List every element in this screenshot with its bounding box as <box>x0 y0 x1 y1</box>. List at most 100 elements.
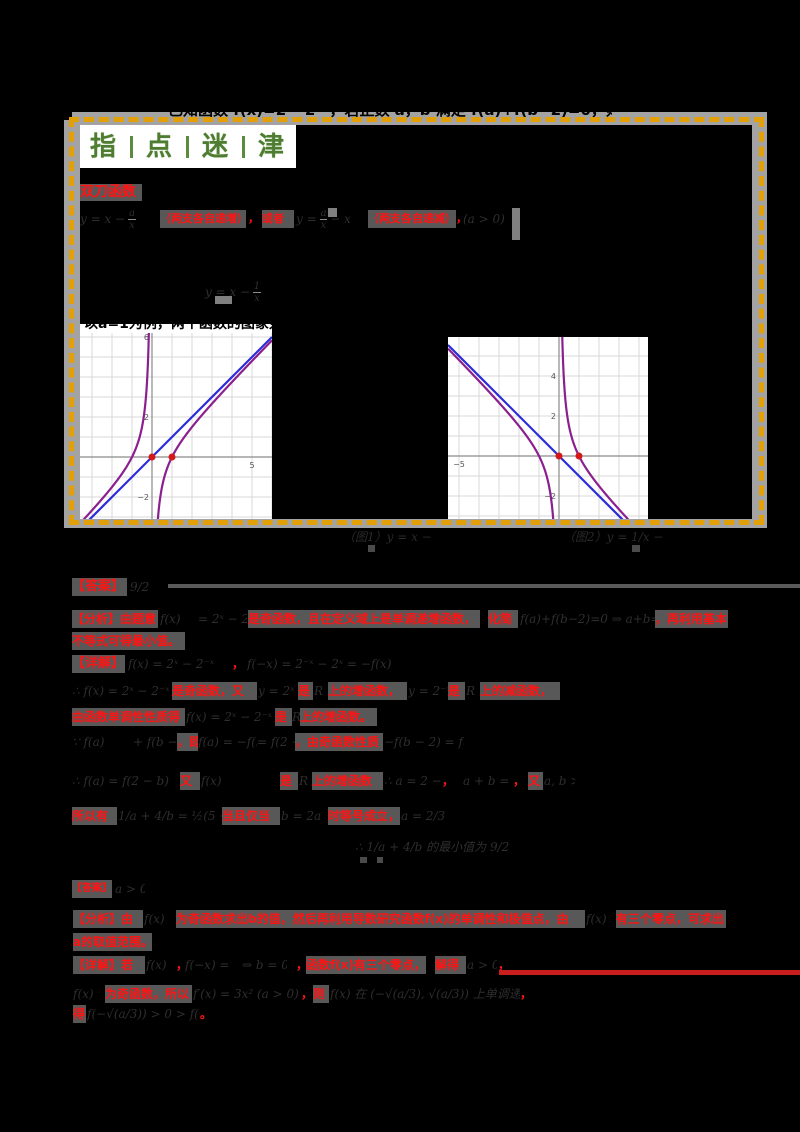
formula-text: f(−√(a/3)) > 0 > f(√(a/3)) <box>87 1007 200 1021</box>
intersection-point <box>555 452 563 460</box>
analysis-line: 【分析】由题意 f(x) = 2ˣ − 2⁻ˣ 是奇函数，且在定义域上是单调递增… <box>0 610 800 630</box>
frame-corner-notch <box>64 112 72 120</box>
detail-label: 【详解】 <box>72 655 125 673</box>
formula-text: f(x) = 2ˣ − 2⁻ˣ <box>186 710 273 724</box>
detail-line: 得 f(−√(a/3)) > 0 > f(√(a/3)) 。 <box>0 1005 800 1025</box>
highlight-text: 是 <box>280 772 298 790</box>
formula-text: f(x) <box>201 774 222 788</box>
analysis-label: 【分析】由 <box>73 910 143 928</box>
formula-text: = f(2 − b) <box>257 735 295 749</box>
plot-background <box>448 337 648 519</box>
figure-intro-text: 以a=1为例，两个函数的图象如下： <box>84 324 272 332</box>
formula-text: y = 2⁻ˣ <box>408 684 448 698</box>
separator-bar <box>241 135 245 158</box>
answer-value: a > 0 <box>115 882 145 896</box>
formula-text: R <box>466 684 476 698</box>
formula-text: f(a)+f(b−2)=0 ⇒ a+b=2 <box>520 612 655 626</box>
caption-shade <box>368 545 375 552</box>
highlight-text: 有三个零点，可求出 <box>616 910 726 928</box>
answer-rule <box>168 584 800 588</box>
formula-text: ∴ f(x) = 2ˣ − 2⁻ˣ <box>72 684 170 698</box>
highlight-text: 函数f(x)有三个零点， <box>306 956 426 974</box>
highlight-text: 或者 <box>262 210 294 228</box>
highlight-text: （两支各自递减） <box>368 210 456 228</box>
highlight-text: 为奇函数，所以 <box>105 985 192 1003</box>
punctuation: ， <box>520 987 533 1001</box>
definition-line: y = x − a x （两支各自递增） ， 或者 y = a x − x （两… <box>0 204 800 240</box>
note-formula: y = x − 1 x <box>205 272 261 312</box>
analysis-line: a的取值范围。 <box>0 933 800 953</box>
formula-text: y = x − <box>80 212 126 226</box>
highlight-text: 上的增函数， <box>328 682 407 700</box>
figure-2-plot: 42−2−5 <box>448 337 648 519</box>
curve-right-branch <box>561 337 630 519</box>
formula-shade <box>512 208 520 240</box>
cutoff-question-text: 已知函数 f(x)=2ˣ−2⁻ˣ，若正数 a，b 满足 f(a)+f(b−2)=… <box>168 102 612 119</box>
formula-text: f′(x) = 3x² − a <box>193 987 256 1001</box>
formula-shade <box>215 296 232 304</box>
term-label: 双刀函数 <box>80 184 142 201</box>
detail-line: 【详解】 f(x) = 2ˣ − 2⁻ˣ ， f(−x) = 2⁻ˣ − 2ˣ … <box>0 655 800 675</box>
x-tick-label: 5 <box>249 461 254 470</box>
y-tick-label: −2 <box>137 493 149 502</box>
formula-text: a + b = 2 <box>463 774 512 788</box>
highlight-text: 是 <box>448 682 465 700</box>
formula-text: f(x) <box>73 987 94 1001</box>
answer-value: 9/2 <box>130 580 150 594</box>
curve-left-branch <box>448 347 555 519</box>
figure-2-caption: （图2）y = 1/x − x <box>563 530 663 544</box>
formula-text: f(x) <box>144 912 165 926</box>
header-separator <box>116 135 146 158</box>
y-tick-label: 6 <box>144 333 149 342</box>
highlight-text: 是奇函数，且在定义域上是单调递增函数， <box>248 610 480 628</box>
highlight-text: 由函数单调性性质得 <box>72 708 185 726</box>
asymptote-line <box>448 344 624 519</box>
formula-text: f(a) = −f(b − 2) <box>198 735 257 749</box>
analysis-label: 【分析】由题意 <box>72 610 158 628</box>
highlight-text: 是 <box>275 708 292 726</box>
asymptote-line <box>88 336 272 519</box>
formula-text: y = 2ˣ <box>258 684 295 698</box>
highlight-text: 解得 <box>435 956 466 974</box>
intersection-point <box>168 453 176 461</box>
highlight-text: 当且仅当 <box>222 807 280 825</box>
formula-text: f(x) <box>160 612 181 626</box>
punctuation: ， <box>456 212 467 225</box>
term-line: 双刀函数 <box>0 184 800 204</box>
guide-box-frame <box>64 112 767 528</box>
formula-text: R <box>299 774 309 788</box>
detail-line: 【详解】若 f(x) ， f(−x) = −f(x) ⇒ b = 0 ， 函数f… <box>0 956 800 976</box>
punctuation: ， <box>498 958 511 972</box>
header-char: 迷 <box>202 131 229 162</box>
formula-text: y = x − <box>205 285 251 299</box>
highlight-text: 又 <box>180 772 200 790</box>
formula-shade <box>328 208 337 217</box>
formula-text: f(−x) = −f(x) <box>185 958 228 972</box>
answer-line: 【答案】 a > 0 <box>0 880 800 900</box>
highlight-text: ，由奇函数性质 <box>295 733 383 751</box>
formula-increasing-type: y = x − a x <box>80 204 136 234</box>
intersection-point <box>575 452 583 460</box>
result-line: ∴ 1/a + 4/b 的最小值为 9/2 <box>0 838 800 858</box>
punctuation: ， <box>513 774 526 788</box>
punctuation: ， <box>248 212 259 225</box>
detail-line: ∴ f(a) = f(2 − b) 又 f(x) 是 R 上的增函数 ∴ a =… <box>0 772 800 792</box>
separator-bar <box>185 135 189 158</box>
formula-text: y = <box>296 212 317 226</box>
formula-text: (a > 0) <box>257 987 299 1001</box>
detail-line: ∵ f(a) + f(b − 2) = 0 ，即 f(a) = −f(b − 2… <box>0 733 800 753</box>
formula-text: f(x) = 2ˣ − 2⁻ˣ <box>128 657 215 671</box>
formula-text: ∵ f(a) <box>72 735 105 749</box>
x-tick-label: −5 <box>453 460 465 469</box>
punctuation: ， <box>232 657 245 671</box>
detail-line: 由函数单调性性质得 f(x) = 2ˣ − 2⁻ˣ 是 R 上的增函数。 <box>0 708 800 728</box>
formula-text: −f(b − 2) = f(2 − b) <box>384 735 464 749</box>
formula-text: f(−x) = 2⁻ˣ − 2ˣ = −f(x) <box>247 657 392 671</box>
detail-line: 所以有 1/a + 4/b = ½(5 + b/a + 4a/b) ≥ 9/2 … <box>0 807 800 827</box>
analysis-line: 不等式可得最小值。 <box>0 632 800 652</box>
detail-label: 【详解】若 <box>73 956 145 974</box>
caption-shade <box>632 545 640 552</box>
formula-text: a, b > 0 <box>544 774 575 788</box>
formula-text: ⇒ b = 0 <box>242 958 287 972</box>
highlight-text: 所以有 <box>72 807 117 825</box>
